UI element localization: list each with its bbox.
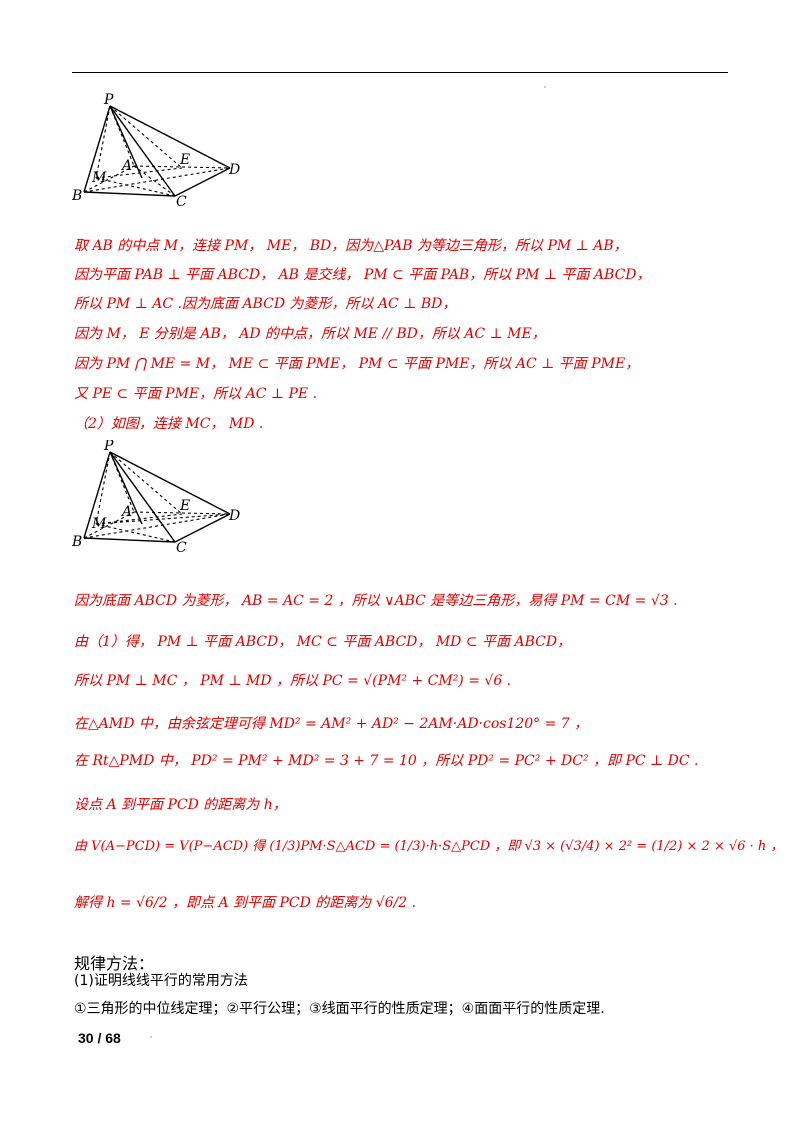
proof-line: 因为 PM ⋂ ME = M， ME ⊂ 平面 PME， PM ⊂ 平面 PME… [74, 356, 640, 372]
label-a: A [120, 158, 132, 174]
proof-line: 所以 PM ⊥ MC ， PM ⊥ MD ，所以 PC = √(PM² + CM… [74, 673, 512, 689]
proof-line: 在△AMD 中，由余弦定理可得 MD² = AM² + AD² − 2AM·AD… [74, 716, 589, 732]
label-c: C [176, 194, 187, 210]
proof-line: 因为平面 PAB ⊥ 平面 ABCD， AB 是交线， PM ⊂ 平面 PAB，… [74, 267, 651, 283]
label-b: B [72, 188, 82, 204]
label-d: D [228, 162, 240, 178]
proof-line: 设点 A 到平面 PCD 的距离为 h， [74, 797, 287, 813]
label-c: C [176, 540, 187, 556]
label-b: B [72, 534, 82, 550]
label-e: E [179, 152, 190, 168]
proof-line: 在 Rt△PMD 中， PD² = PM² + MD² = 3 + 7 = 10… [74, 753, 699, 769]
proof-line: 由 V(A−PCD) = V(P−ACD) 得 (1/3)PM·S△ACD = … [74, 839, 784, 854]
page-number: 30 / 68 [78, 1030, 121, 1046]
part2-intro: （2）如图，连接 MC， MD . [74, 416, 264, 432]
method-title: 规律方法： [74, 954, 155, 973]
proof-line: 所以 PM ⊥ AC .因为底面 ABCD 为菱形，所以 AC ⊥ BD， [74, 296, 457, 312]
pyramid-figure-1: P A E D M B C [72, 92, 240, 210]
pyramid-figure-2: P A E D M B C [72, 440, 240, 556]
scan-dot [150, 1036, 152, 1038]
header-rule [72, 72, 728, 73]
proof-line: 取 AB 的中点 M，连接 PM， ME， BD，因为△PAB 为等边三角形，所… [74, 238, 628, 254]
scan-dot [544, 86, 546, 88]
proof-line: 又 PE ⊂ 平面 PME，所以 AC ⊥ PE . [74, 386, 318, 402]
method-subtitle: (1)证明线线平行的常用方法 [74, 973, 248, 989]
proof-line: 解得 h = √6/2 ，即点 A 到平面 PCD 的距离为 √6/2 . [74, 895, 417, 911]
label-d: D [228, 508, 240, 524]
label-a: A [120, 504, 132, 520]
label-p: P [103, 440, 114, 454]
proof-line: 因为 M， E 分别是 AB， AD 的中点，所以 ME // BD，所以 AC… [74, 326, 546, 342]
label-p: P [103, 92, 114, 108]
proof-line: 因为底面 ABCD 为菱形， AB = AC = 2 ，所以 ∨ABC 是等边三… [74, 593, 678, 609]
label-m: M [91, 516, 107, 532]
method-items: ①三角形的中位线定理；②平行公理；③线面平行的性质定理；④面面平行的性质定理. [74, 1001, 605, 1017]
label-e: E [179, 498, 190, 514]
label-m: M [91, 170, 107, 186]
proof-line: 由（1）得， PM ⊥ 平面 ABCD， MC ⊂ 平面 ABCD， MD ⊂ … [74, 634, 572, 650]
